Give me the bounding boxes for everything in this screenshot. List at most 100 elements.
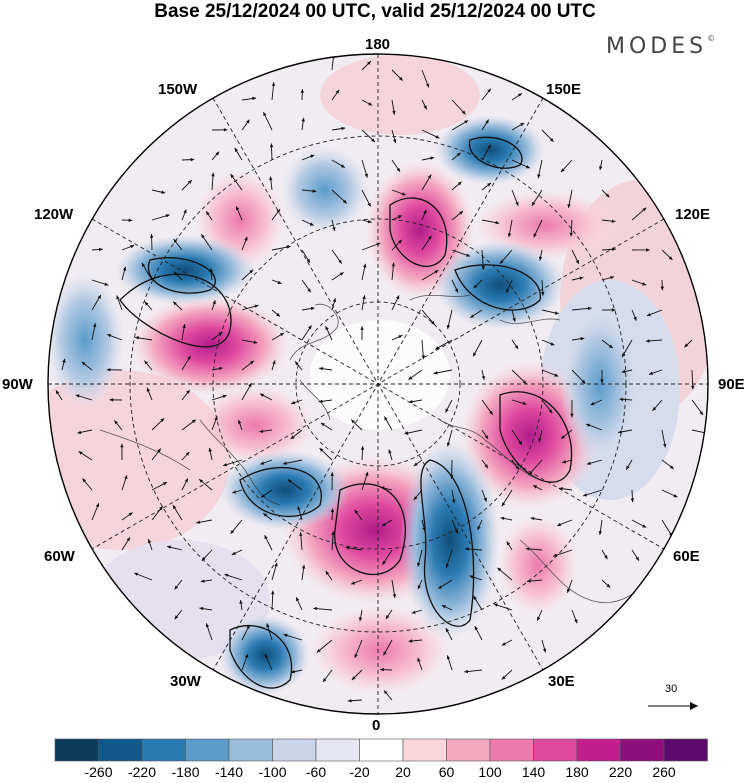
wind-arrow-head bbox=[174, 615, 179, 620]
wind-arrow-head bbox=[422, 527, 426, 532]
wind-arrow-head bbox=[411, 610, 416, 614]
wind-arrow-head bbox=[446, 442, 451, 447]
wind-arrow-head bbox=[538, 438, 542, 442]
wind-arrow-head bbox=[598, 531, 602, 535]
wind-arrow-head bbox=[201, 556, 206, 561]
wind-arrow-head bbox=[274, 562, 278, 567]
positive-anomaly bbox=[310, 605, 450, 695]
wind-arrow-head bbox=[323, 678, 327, 682]
wind-arrow-head bbox=[526, 579, 531, 583]
wind-arrow-head bbox=[290, 670, 295, 674]
wind-arrow-head bbox=[380, 667, 384, 672]
wind-arrow-head bbox=[408, 639, 413, 643]
wind-arrow-head bbox=[351, 676, 356, 680]
wind-arrow-head bbox=[612, 247, 616, 251]
wind-arrow-head bbox=[277, 280, 282, 284]
wind-arrow-head bbox=[62, 358, 66, 363]
wind-arrow-head bbox=[484, 464, 488, 469]
wind-arrow-head bbox=[417, 585, 421, 590]
reference-vector-label: 30 bbox=[665, 683, 678, 695]
wind-arrow-head bbox=[549, 138, 554, 142]
wind-arrow-head bbox=[362, 295, 366, 300]
wind-arrow-head bbox=[557, 522, 562, 526]
wind-arrow-head bbox=[186, 390, 190, 394]
wind-arrow-head bbox=[199, 479, 204, 483]
wind-arrow-head bbox=[433, 371, 438, 375]
wind-arrow-head bbox=[319, 366, 323, 371]
wind-arrow-head bbox=[128, 218, 133, 222]
wind-arrow-head bbox=[506, 541, 511, 546]
wind-arrow-head bbox=[445, 628, 450, 633]
wind-arrow-head bbox=[338, 259, 342, 264]
wind-arrow-head bbox=[280, 333, 284, 337]
wind-arrow-head bbox=[316, 648, 321, 653]
wind-arrow-head bbox=[705, 431, 708, 435]
wind-arrow-head bbox=[497, 567, 502, 572]
wind-arrow-head bbox=[431, 320, 435, 325]
wind-arrow-head bbox=[260, 461, 265, 465]
wind-arrow-head bbox=[392, 110, 396, 115]
wind-arrow-head bbox=[222, 394, 227, 399]
wind-arrow-head bbox=[184, 478, 188, 483]
wind-arrow-head bbox=[230, 529, 235, 534]
wind-arrow-head bbox=[98, 247, 103, 252]
wind-arrow-head bbox=[398, 76, 403, 81]
wind-arrow-head bbox=[295, 361, 299, 366]
wind-arrow-head bbox=[380, 486, 385, 490]
wind-arrow-head bbox=[459, 211, 463, 215]
wind-arrow-head bbox=[441, 605, 446, 609]
colorbar-swatch bbox=[359, 738, 404, 762]
wind-arrow-head bbox=[590, 401, 595, 406]
wind-arrow-head bbox=[537, 174, 541, 179]
wind-arrow-head bbox=[487, 144, 491, 149]
wind-arrow-head bbox=[383, 651, 387, 656]
wind-arrow-head bbox=[464, 669, 469, 674]
wind-arrow-head bbox=[331, 531, 335, 535]
negative-anomaly bbox=[220, 450, 350, 530]
wind-arrow-head bbox=[78, 451, 83, 455]
colorbar-tick-label: 220 bbox=[608, 764, 633, 780]
wind-arrow-head bbox=[533, 233, 537, 238]
wind-arrow-head bbox=[159, 506, 163, 511]
wind-arrow-head bbox=[190, 157, 195, 162]
wind-arrow-head bbox=[244, 653, 249, 658]
wind-arrow-head bbox=[608, 344, 613, 349]
wind-arrow-head bbox=[470, 314, 475, 318]
positive-anomaly bbox=[130, 295, 290, 395]
wind-arrow-head bbox=[287, 479, 292, 483]
colorbar-tick-label: -60 bbox=[305, 764, 327, 780]
wind-arrow-head bbox=[230, 174, 235, 179]
wind-arrow-head bbox=[185, 452, 190, 456]
wind-arrow-head bbox=[512, 317, 516, 322]
wind-arrow-head bbox=[413, 462, 418, 466]
wind-arrow-head bbox=[669, 465, 674, 469]
wind-arrow-head bbox=[481, 375, 486, 380]
wind-arrow-head bbox=[408, 376, 413, 380]
wind-arrow-head bbox=[454, 529, 458, 534]
colorbar-swatch bbox=[620, 738, 665, 762]
wind-arrow-head bbox=[371, 138, 375, 143]
wind-arrow-head bbox=[196, 520, 201, 524]
wind-arrow-head bbox=[200, 579, 205, 583]
wind-arrow-head bbox=[75, 394, 80, 398]
wind-arrow-head bbox=[404, 431, 409, 435]
wind-arrow-head bbox=[128, 512, 133, 516]
colorbar-swatch bbox=[228, 738, 273, 762]
wind-arrow-head bbox=[147, 539, 152, 544]
wind-arrow-head bbox=[209, 268, 213, 273]
lon-label-60w: 60W bbox=[44, 548, 75, 565]
wind-arrow-head bbox=[367, 61, 371, 65]
wind-arrow-head bbox=[382, 560, 386, 565]
wind-arrow-head bbox=[606, 583, 611, 588]
wind-arrow-head bbox=[445, 408, 449, 413]
wind-arrow-head bbox=[261, 494, 265, 498]
wind-arrow-head bbox=[435, 346, 440, 350]
wind-arrow-head bbox=[55, 390, 60, 395]
wind-arrow-head bbox=[246, 624, 250, 629]
wind-arrow-head bbox=[474, 626, 478, 631]
wind-arrow-head bbox=[144, 301, 149, 306]
wind-arrow-head bbox=[684, 343, 689, 348]
colorbar-swatch bbox=[185, 738, 230, 762]
wind-arrow-head bbox=[313, 606, 318, 611]
wind-arrow-head bbox=[146, 387, 150, 392]
